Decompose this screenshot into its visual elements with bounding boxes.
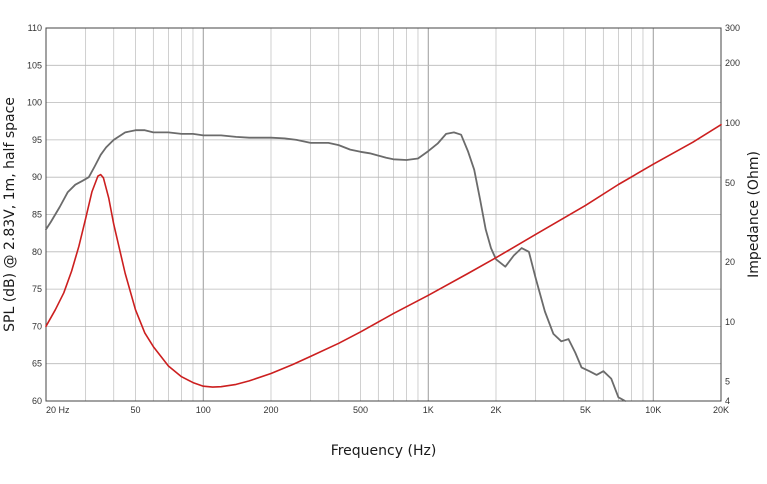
left-axis-ticks: 60 65 70 75 80 85 90 95 100 105 110 bbox=[27, 23, 42, 406]
x-axis-title: Frequency (Hz) bbox=[331, 443, 437, 459]
y-tick-label: 60 bbox=[32, 396, 42, 406]
x-tick-label: 2K bbox=[490, 405, 501, 415]
plot-frame bbox=[45, 27, 722, 402]
y-tick-label: 90 bbox=[32, 172, 42, 182]
y2-tick-label: 5 bbox=[725, 377, 730, 387]
y-tick-label: 80 bbox=[32, 247, 42, 257]
y2-tick-label: 50 bbox=[725, 178, 735, 188]
x-tick-label: 10K bbox=[645, 405, 661, 415]
y-tick-label: 75 bbox=[32, 284, 42, 294]
y-tick-label: 100 bbox=[27, 98, 42, 108]
impedance-series-line bbox=[45, 123, 722, 388]
x-axis-ticks: 20 Hz 50 100 200 500 1K 2K 5K 10K 20K bbox=[46, 405, 729, 415]
y2-tick-label: 4 bbox=[725, 396, 730, 406]
x-tick-label: 500 bbox=[353, 405, 368, 415]
grid bbox=[45, 27, 722, 402]
x-tick-label: 100 bbox=[196, 405, 211, 415]
y-tick-label: 105 bbox=[27, 60, 42, 70]
y2-tick-label: 100 bbox=[725, 118, 740, 128]
series-layer bbox=[45, 123, 722, 402]
y-tick-label: 85 bbox=[32, 210, 42, 220]
right-axis-ticks: 4 5 10 20 50 100 200 300 bbox=[725, 23, 740, 406]
x-tick-label: 200 bbox=[263, 405, 278, 415]
y-axis-title: SPL (dB) @ 2.83V, 1m, half space bbox=[2, 97, 18, 332]
y2-tick-label: 20 bbox=[725, 257, 735, 267]
x-tick-label: 5K bbox=[580, 405, 591, 415]
y2-tick-label: 10 bbox=[725, 317, 735, 327]
y2-tick-label: 300 bbox=[725, 23, 740, 33]
x-tick-label: 1K bbox=[423, 405, 434, 415]
y-tick-label: 65 bbox=[32, 359, 42, 369]
spl-series-line bbox=[45, 129, 627, 402]
y2-axis-title: Impedance (Ohm) bbox=[746, 151, 762, 278]
y2-tick-label: 200 bbox=[725, 58, 740, 68]
y-tick-label: 70 bbox=[32, 321, 42, 331]
x-tick-label: 20 Hz bbox=[46, 405, 70, 415]
y-tick-label: 110 bbox=[28, 23, 42, 33]
x-tick-label: 20K bbox=[713, 405, 729, 415]
x-tick-label: 50 bbox=[131, 405, 141, 415]
y-tick-label: 95 bbox=[32, 135, 42, 145]
